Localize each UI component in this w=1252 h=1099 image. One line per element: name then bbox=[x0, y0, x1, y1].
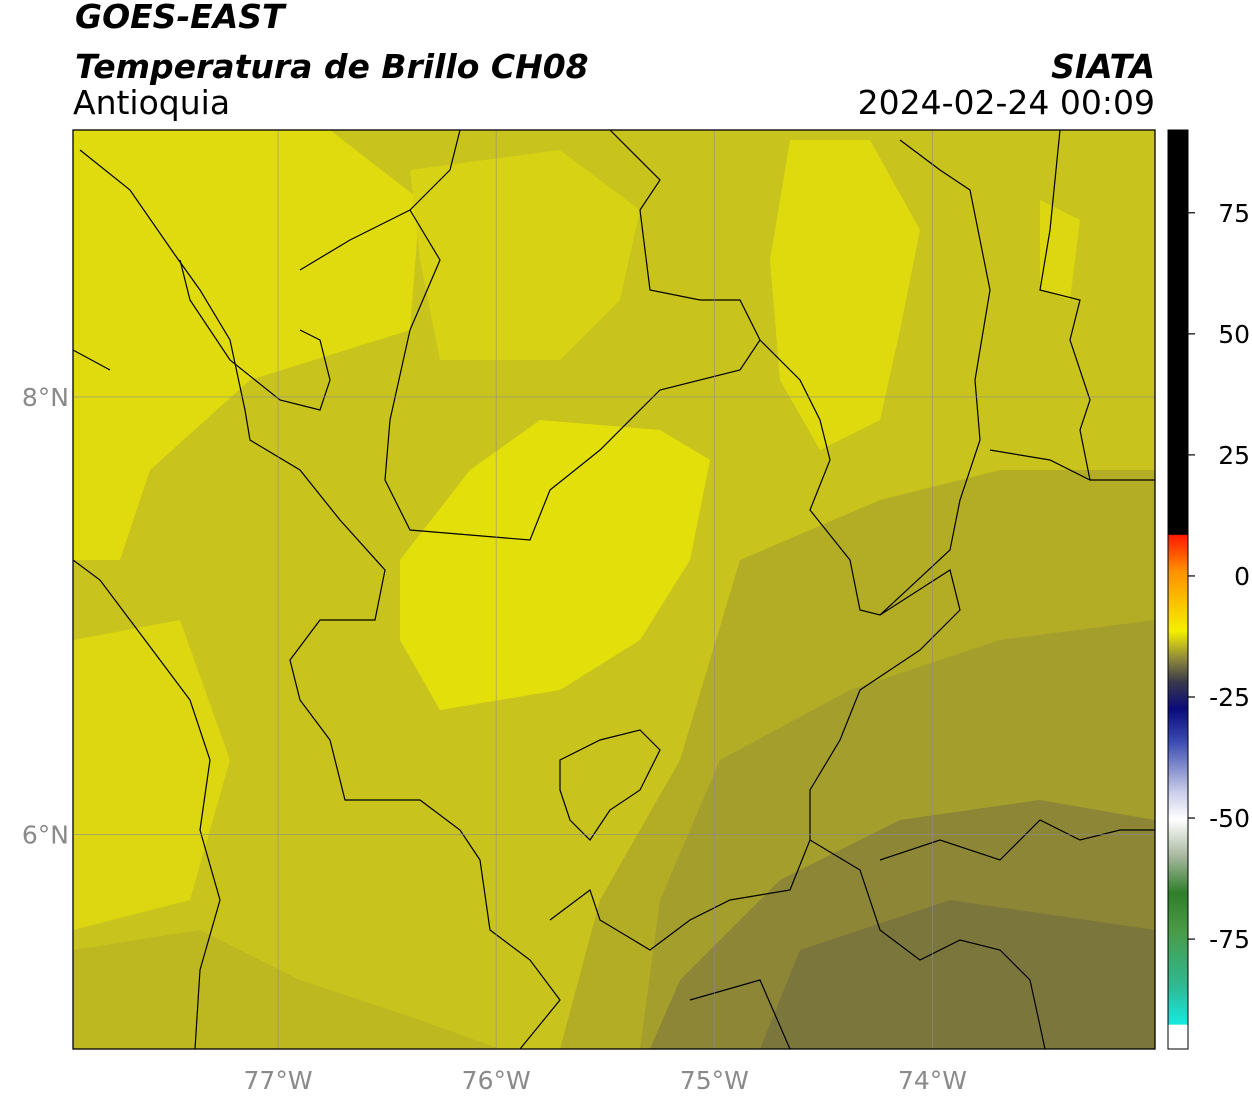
grid bbox=[73, 130, 1155, 1049]
subtitle: Temperatura de Brillo CH08 bbox=[75, 47, 589, 86]
x-tick-label: 76°W bbox=[462, 1066, 531, 1095]
border-line bbox=[689, 979, 791, 1049]
plot-frame bbox=[72, 129, 1156, 1050]
cold-area bbox=[760, 900, 1155, 1049]
cool-area bbox=[73, 930, 500, 1049]
border-line bbox=[879, 819, 1155, 861]
warm-area bbox=[400, 420, 710, 710]
border-line bbox=[384, 130, 761, 541]
x-tick-label: 74°W bbox=[898, 1066, 967, 1095]
y-tick-label: 8°N bbox=[22, 383, 69, 412]
border-line bbox=[179, 259, 331, 411]
region: Antioquia bbox=[73, 83, 230, 122]
border-line bbox=[759, 139, 991, 616]
border-line bbox=[809, 839, 1046, 1049]
x-tick-label: 75°W bbox=[680, 1066, 749, 1095]
border-line bbox=[73, 349, 111, 371]
colorbar-tick-label: 75 bbox=[1218, 199, 1250, 228]
ticks: 77°W 76°W 75°W 74°W 8°N 6°N 75 50 25 0 -25 -50 -75 bbox=[22, 199, 1250, 1095]
map-field bbox=[73, 130, 1155, 1049]
warm-area bbox=[73, 130, 420, 560]
colorbar-tick-label: -75 bbox=[1209, 925, 1250, 954]
warm-area bbox=[770, 140, 920, 450]
warm-area bbox=[410, 150, 640, 360]
y-tick-label: 6°N bbox=[22, 821, 69, 850]
border-line bbox=[989, 449, 1155, 481]
border-line bbox=[1039, 130, 1091, 481]
border-line bbox=[559, 729, 661, 841]
x-tick-label: 77°W bbox=[244, 1066, 313, 1095]
colorbar-tick-label: -50 bbox=[1209, 804, 1250, 833]
warm-area bbox=[73, 620, 230, 930]
colorbar-tick-label: 0 bbox=[1234, 562, 1250, 591]
source: SIATA bbox=[1051, 47, 1155, 86]
border-line bbox=[79, 149, 561, 1049]
colorbar-tick-label: -25 bbox=[1209, 683, 1250, 712]
border-line bbox=[73, 559, 221, 1049]
colorbar-tick-label: 25 bbox=[1218, 441, 1250, 470]
colorbar bbox=[1167, 129, 1189, 1050]
datetime: 2024-02-24 00:09 bbox=[858, 83, 1155, 122]
title: GOES-EAST bbox=[75, 0, 287, 36]
colorbar-tick-label: 50 bbox=[1218, 320, 1250, 349]
